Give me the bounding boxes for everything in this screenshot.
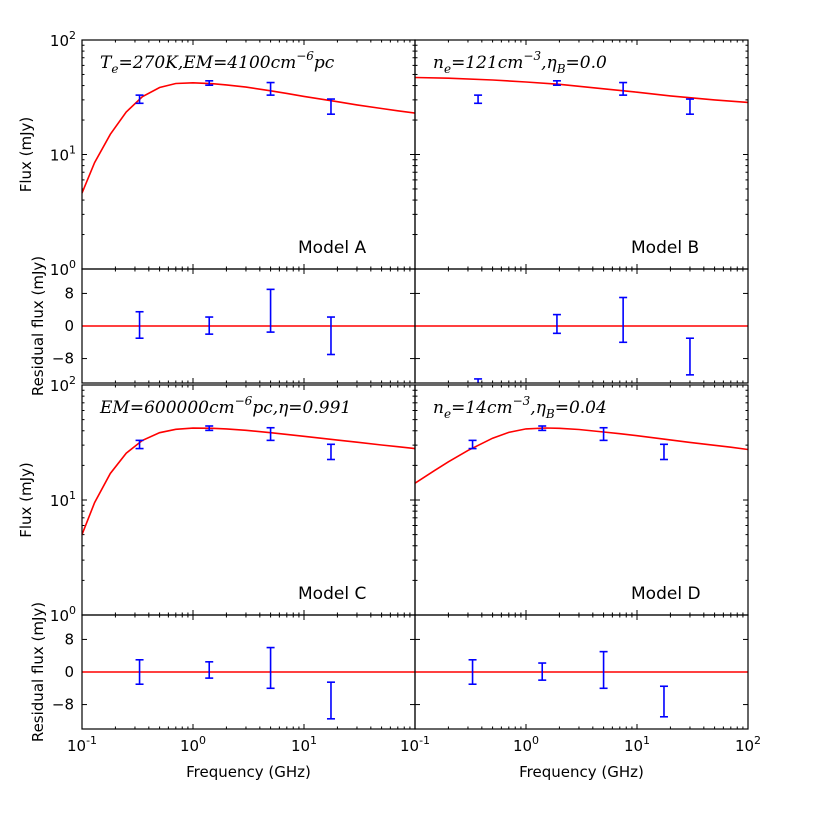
model-curve xyxy=(415,427,748,484)
x-tick-label: 10-1 xyxy=(67,734,97,755)
model-label: Model A xyxy=(298,238,366,258)
flux-panel-d: ne=14cm−3,ηB=0.04 Model D xyxy=(414,384,749,616)
model-label: Model D xyxy=(631,584,701,604)
model-curve xyxy=(415,76,748,104)
x-axis-label: Frequency (GHz) xyxy=(186,763,311,781)
residual-tick-label: 8 xyxy=(64,284,74,302)
residual-tick-label: 0 xyxy=(64,317,74,335)
residual-panel-c xyxy=(81,614,416,730)
flux-tick-label: 101 xyxy=(50,144,76,165)
flux-panel-frame xyxy=(81,39,416,270)
residual-tick-label: −8 xyxy=(52,696,74,714)
flux-tick-label: 100 xyxy=(50,604,76,625)
x-tick-label: 100 xyxy=(513,734,539,755)
residual-panel-frame xyxy=(414,268,749,384)
x-tick-label: 100 xyxy=(180,734,206,755)
x-tick-label: 10-1 xyxy=(400,734,430,755)
flux-panel-c: EM=600000cm−6pc,η=0.991 Model C xyxy=(81,384,416,616)
model-curve xyxy=(82,427,415,535)
residual-panel-a xyxy=(81,268,416,384)
flux-panel-a: Te=270K,EM=4100cm−6pc Model A xyxy=(81,39,416,270)
flux-panel-frame xyxy=(414,384,749,616)
flux-panel-frame xyxy=(414,39,749,270)
residual-points xyxy=(474,296,694,383)
residual-points xyxy=(135,646,335,720)
x-tick-label: 101 xyxy=(291,734,317,755)
flux-tick-label: 101 xyxy=(50,489,76,510)
x-axis-label: Frequency (GHz) xyxy=(519,763,644,781)
model-annotation: ne=14cm−3,ηB=0.04 xyxy=(433,394,607,421)
flux-tick-label: 102 xyxy=(50,374,76,395)
flux-axis-label: Flux (mJy) xyxy=(17,117,35,193)
residual-tick-label: −8 xyxy=(52,350,74,368)
residual-panel-b xyxy=(414,268,749,384)
model-annotation: Te=270K,EM=4100cm−6pc xyxy=(100,49,335,76)
x-tick-label: 101 xyxy=(624,734,650,755)
residual-tick-label: 0 xyxy=(64,663,74,681)
model-curve xyxy=(82,81,415,194)
flux-panel-b: ne=121cm−3,ηB=0.0 Model B xyxy=(414,39,749,270)
flux-tick-label: 100 xyxy=(50,258,76,279)
residual-points xyxy=(135,288,335,356)
residual-points xyxy=(468,650,668,718)
model-label: Model B xyxy=(631,238,699,258)
model-annotation: ne=121cm−3,ηB=0.0 xyxy=(433,49,607,76)
residual-axis-label: Residual flux (mJy) xyxy=(29,256,47,396)
residual-axis-label: Residual flux (mJy) xyxy=(29,602,47,742)
residual-panel-frame xyxy=(414,614,749,730)
x-tick-label: 102 xyxy=(735,734,761,755)
residual-panel-d xyxy=(414,614,749,730)
model-annotation: EM=600000cm−6pc,η=0.991 xyxy=(99,394,351,418)
flux-axis-label: Flux (mJy) xyxy=(17,462,35,538)
flux-panel-frame xyxy=(81,384,416,616)
model-label: Model C xyxy=(298,584,366,604)
flux-tick-label: 102 xyxy=(50,29,76,50)
residual-tick-label: 8 xyxy=(64,630,74,648)
